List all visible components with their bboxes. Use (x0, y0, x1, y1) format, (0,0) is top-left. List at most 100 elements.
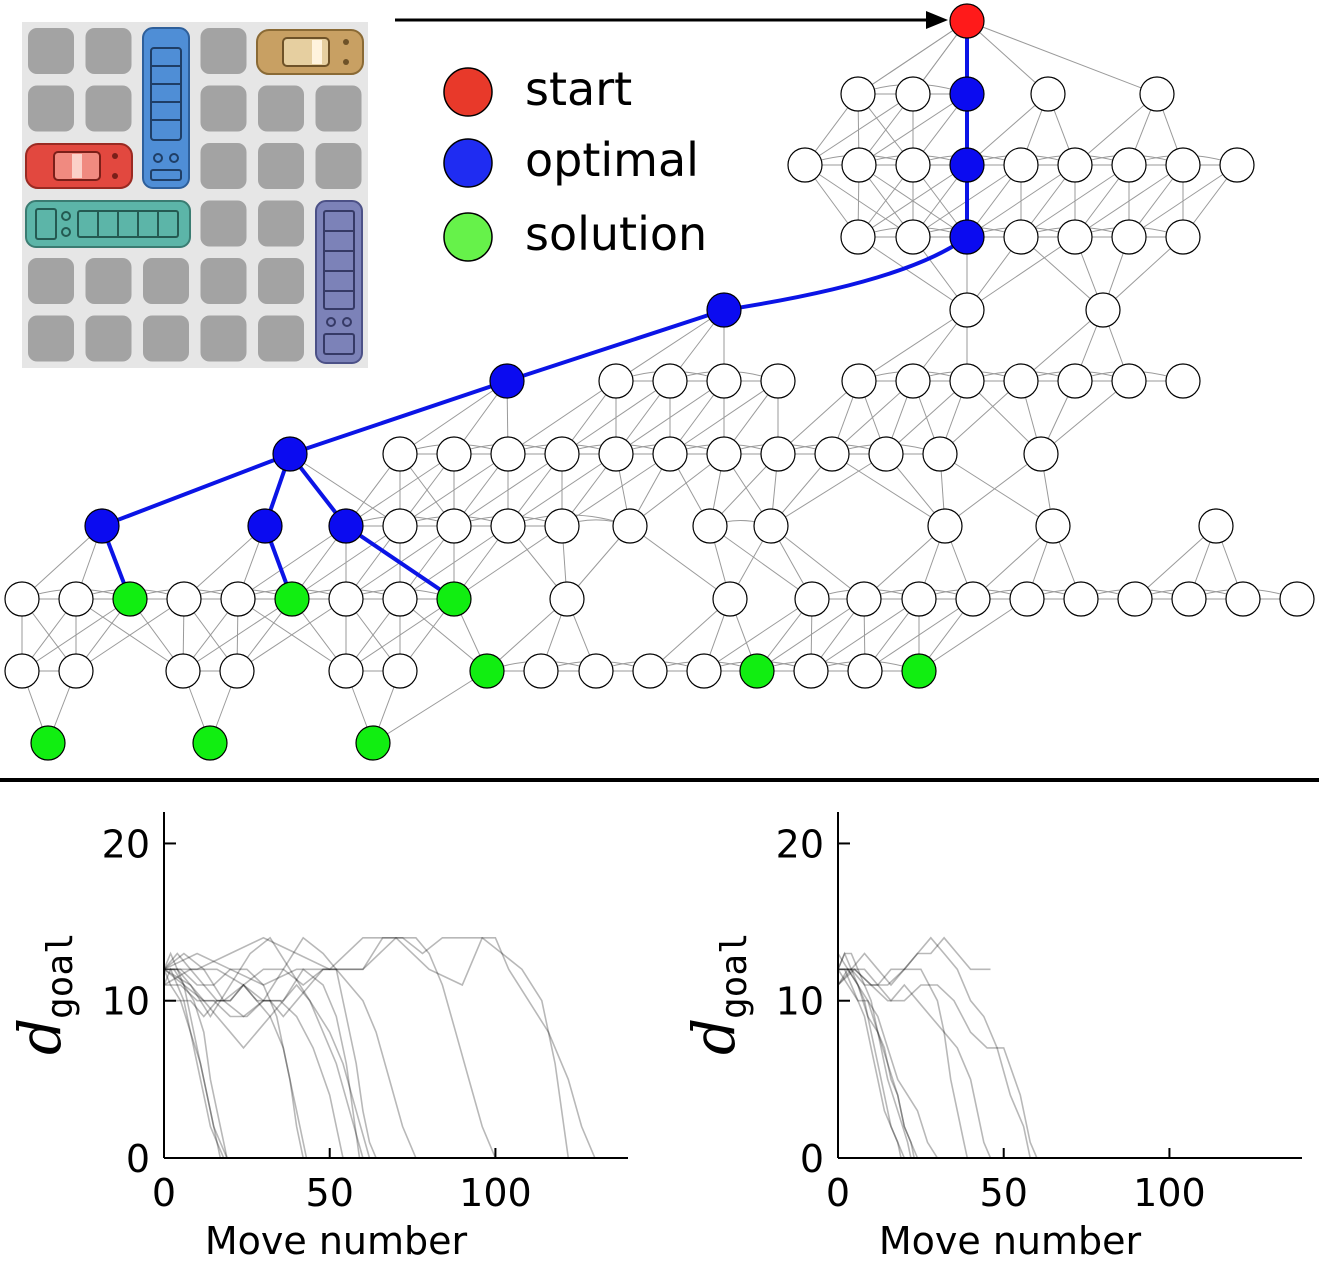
graph-edge (453, 525, 563, 600)
board-cell (258, 85, 304, 132)
state-node (219, 653, 255, 689)
y-tick-label: 20 (102, 822, 150, 866)
graph-nodes (4, 3, 1315, 761)
graph-edge (885, 380, 968, 455)
state-node (686, 653, 722, 689)
state-node (706, 363, 742, 399)
graph-edge (1020, 309, 1104, 382)
state-node (382, 436, 418, 472)
state-node (922, 436, 958, 472)
optimal-path-segment (344, 524, 456, 601)
graph-edge (345, 598, 455, 672)
state-node (382, 653, 418, 689)
x-tick-label: 50 (306, 1171, 354, 1215)
optimal-node (247, 508, 283, 544)
state-node (1111, 363, 1147, 399)
state-node (847, 653, 883, 689)
y-tick-label: 0 (126, 1137, 150, 1181)
state-node (490, 508, 526, 544)
graph-edge (1102, 236, 1184, 311)
graph-edge (966, 20, 1049, 95)
optimal-node (706, 292, 742, 328)
state-node (1165, 147, 1201, 183)
graph-edge (939, 453, 1054, 527)
state-node (328, 653, 364, 689)
trajectory-line (163, 936, 596, 1159)
x-tick-label: 0 (826, 1171, 850, 1215)
trajectory-line (837, 967, 912, 1159)
state-node (523, 653, 559, 689)
graph-edge (615, 309, 725, 382)
state-node (1171, 581, 1207, 617)
state-node (652, 363, 688, 399)
graph-edge (810, 598, 920, 672)
graph-edge (21, 525, 103, 600)
graph-edge (399, 525, 509, 600)
graph-edge (864, 598, 974, 672)
trajectory-line (837, 968, 992, 1159)
solution-node (274, 581, 310, 617)
legend-marker-solution (443, 212, 493, 262)
board-cell (85, 28, 132, 74)
state-node (753, 508, 789, 544)
graph-edge (918, 598, 1028, 672)
solution-node (436, 581, 472, 617)
state-node (1003, 147, 1039, 183)
graph-edge (649, 598, 731, 672)
x-axis-label: Move number (205, 1219, 468, 1263)
graph-edge (804, 93, 914, 166)
state-node (1057, 363, 1093, 399)
state-node (949, 363, 985, 399)
legend-marker-optimal (443, 138, 493, 188)
state-node (955, 581, 991, 617)
x-tick-label: 100 (459, 1171, 532, 1215)
state-node (58, 581, 94, 617)
solution-node (739, 653, 775, 689)
solution-node (30, 725, 66, 761)
graph-edge (1020, 164, 1130, 238)
state-node (1009, 581, 1045, 617)
board-cell (85, 315, 132, 362)
board-cell (258, 258, 304, 304)
trajectory-line (837, 952, 919, 1159)
state-graph (4, 3, 1315, 761)
state-node (4, 581, 40, 617)
red-car (25, 143, 133, 189)
graph-edge (770, 453, 887, 527)
trajectory-line (163, 952, 308, 1159)
state-node (220, 581, 256, 617)
state-node (760, 363, 796, 399)
state-node (598, 363, 634, 399)
graph-edge (858, 309, 968, 382)
state-node (4, 653, 40, 689)
optimal-node (84, 508, 120, 544)
board-cell (200, 143, 247, 189)
trajectory-line (837, 953, 915, 1159)
state-node (166, 581, 202, 617)
graph-edge (857, 20, 968, 95)
state-node (1165, 219, 1201, 255)
trajectory-line (838, 968, 969, 1159)
trajectory-line (164, 968, 228, 1159)
board-cell (28, 315, 74, 362)
graph-edge (236, 598, 347, 672)
state-node (58, 653, 94, 689)
state-node (949, 292, 985, 328)
y-tick-label: 10 (776, 980, 824, 1024)
graph-edge (669, 380, 779, 455)
state-node (328, 581, 364, 617)
state-node (1198, 508, 1234, 544)
graph-edge (399, 453, 509, 527)
board-background (22, 22, 368, 368)
state-node (544, 436, 580, 472)
state-node (840, 76, 876, 112)
graph-edge (777, 380, 860, 455)
board-cell (258, 315, 304, 362)
legend-label-optimal: optimal (525, 133, 699, 187)
state-node (436, 508, 472, 544)
state-node (1003, 219, 1039, 255)
state-node (787, 147, 823, 183)
x-tick-label: 0 (152, 1171, 176, 1215)
state-node (1219, 147, 1255, 183)
